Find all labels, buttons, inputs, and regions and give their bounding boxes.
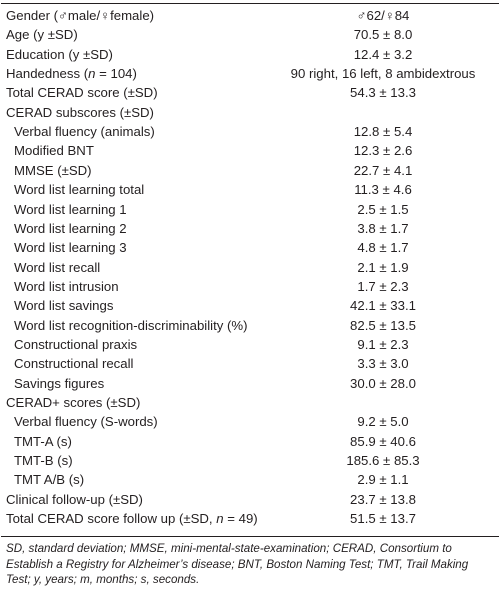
table-row: MMSE (±SD) 22.7 ± 4.1 [0,161,500,180]
table-row: Word list recognition-discriminability (… [0,316,500,335]
row-label: TMT-A (s) [14,433,72,449]
row-label: Word list savings [14,298,114,314]
row-label: Word list learning 3 [14,240,127,256]
table-row: Word list savings 42.1 ± 33.1 [0,296,500,315]
bottom-rule [1,536,499,537]
row-label: Modified BNT [14,143,94,159]
row-label: Verbal fluency (S-words) [14,414,158,430]
row-label: TMT A/B (s) [14,472,85,488]
row-value: 23.7 ± 13.8 [350,491,416,507]
table-row: TMT A/B (s) 2.9 ± 1.1 [0,470,500,489]
table-row: Word list learning 2 3.8 ± 1.7 [0,219,500,238]
table-row: Word list learning 1 2.5 ± 1.5 [0,200,500,219]
row-value: 11.3 ± 4.6 [354,182,412,198]
row-label: Gender (♂male/♀female) [6,8,155,23]
table-row: Clinical follow-up (±SD) 23.7 ± 13.8 [0,490,500,509]
table-row: CERAD subscores (±SD) [0,103,500,122]
row-value: 70.5 ± 8.0 [353,27,413,43]
top-rule [1,3,499,4]
table-row: Word list intrusion 1.7 ± 2.3 [0,277,500,296]
table-row: Constructional recall 3.3 ± 3.0 [0,354,500,373]
row-value: 3.3 ± 3.0 [357,356,409,372]
row-label: Clinical follow-up (±SD) [6,491,143,507]
row-value: 30.0 ± 28.0 [350,375,416,391]
row-label: Word list learning 2 [14,220,127,236]
row-label: Verbal fluency (animals) [14,124,155,140]
table-row: Word list recall 2.1 ± 1.9 [0,258,500,277]
row-value: 51.5 ± 13.7 [350,511,416,527]
row-value: 1.7 ± 2.3 [357,278,409,294]
row-label: Age (y ±SD) [6,27,78,43]
table-row: Handedness (n = 104) 90 right, 16 left, 8… [0,64,500,83]
row-value: 3.8 ± 1.7 [357,220,409,236]
table-row: Education (y ±SD) 12.4 ± 3.2 [0,45,500,64]
row-label-prefix: Total CERAD score follow up (±SD, [6,511,217,527]
row-value: 90 right, 16 left, 8 ambidextrous [290,66,476,82]
row-label: CERAD subscores (±SD) [6,104,154,120]
table-row: Total CERAD score (±SD) 54.3 ± 13.3 [0,83,500,102]
row-value: 54.3 ± 13.3 [350,85,416,101]
table-row: Verbal fluency (animals) 12.8 ± 5.4 [0,122,500,141]
table-row: Modified BNT 12.3 ± 2.6 [0,141,500,160]
row-label: Word list recognition-discriminability (… [14,317,248,333]
row-value: 2.1 ± 1.9 [357,259,409,275]
row-label-suffix: = 49) [223,511,258,527]
row-value: 12.4 ± 3.2 [353,46,413,62]
row-value: 185.6 ± 85.3 [346,453,420,469]
row-label-prefix: Handedness ( [6,66,89,82]
row-label: CERAD+ scores (±SD) [6,395,141,410]
table-row: TMT-A (s) 85.9 ± 40.6 [0,432,500,451]
row-value: 82.5 ± 13.5 [350,317,416,333]
row-value: 4.8 ± 1.7 [357,240,409,256]
row-value: 9.2 ± 5.0 [357,414,409,430]
row-label: Total CERAD score follow up (±SD, n = 49… [6,509,258,528]
row-label: TMT-B (s) [14,453,73,469]
row-value: 22.7 ± 4.1 [353,162,413,178]
row-value: 12.3 ± 2.6 [353,143,413,159]
row-value: 42.1 ± 33.1 [350,298,416,314]
row-label: Constructional praxis [14,336,138,352]
table-row: Gender (♂male/♀female) ♂62/♀84 [0,6,500,25]
row-label: Word list intrusion [14,278,119,294]
table-row: Word list learning 3 4.8 ± 1.7 [0,238,500,257]
row-label: MMSE (±SD) [14,162,92,178]
row-label: Word list recall [14,259,101,275]
row-value: 12.8 ± 5.4 [353,124,413,140]
row-value: 2.9 ± 1.1 [357,472,409,488]
row-label-suffix: = 104) [95,66,137,82]
row-label: Total CERAD score (±SD) [6,85,158,101]
table-row: Verbal fluency (S-words) 9.2 ± 5.0 [0,412,500,431]
row-label: Education (y ±SD) [6,46,113,62]
table-row: Age (y ±SD) 70.5 ± 8.0 [0,25,500,44]
table-row: Word list learning total 11.3 ± 4.6 [0,180,500,199]
row-label: Handedness (n = 104) [6,64,137,83]
row-label: Savings figures [14,375,105,391]
table-row: Constructional praxis 9.1 ± 2.3 [0,335,500,354]
row-value: ♂62/♀84 [356,8,410,23]
table-row: CERAD+ scores (±SD) [0,393,500,412]
row-value: 2.5 ± 1.5 [357,201,409,217]
table-row: TMT-B (s) 185.6 ± 85.3 [0,451,500,470]
table-row: Total CERAD score follow up (±SD, n = 49… [0,509,500,528]
row-label-n: n [216,511,224,527]
row-label: Constructional recall [14,356,134,372]
row-value: 9.1 ± 2.3 [357,336,409,352]
row-label: Word list learning total [14,182,145,198]
row-label: Word list learning 1 [14,201,127,217]
table-row: Savings figures 30.0 ± 28.0 [0,374,500,393]
table-footnote: SD, standard deviation; MMSE, mini-menta… [6,542,469,586]
row-label-n: n [88,66,96,82]
row-value: 85.9 ± 40.6 [350,433,416,449]
